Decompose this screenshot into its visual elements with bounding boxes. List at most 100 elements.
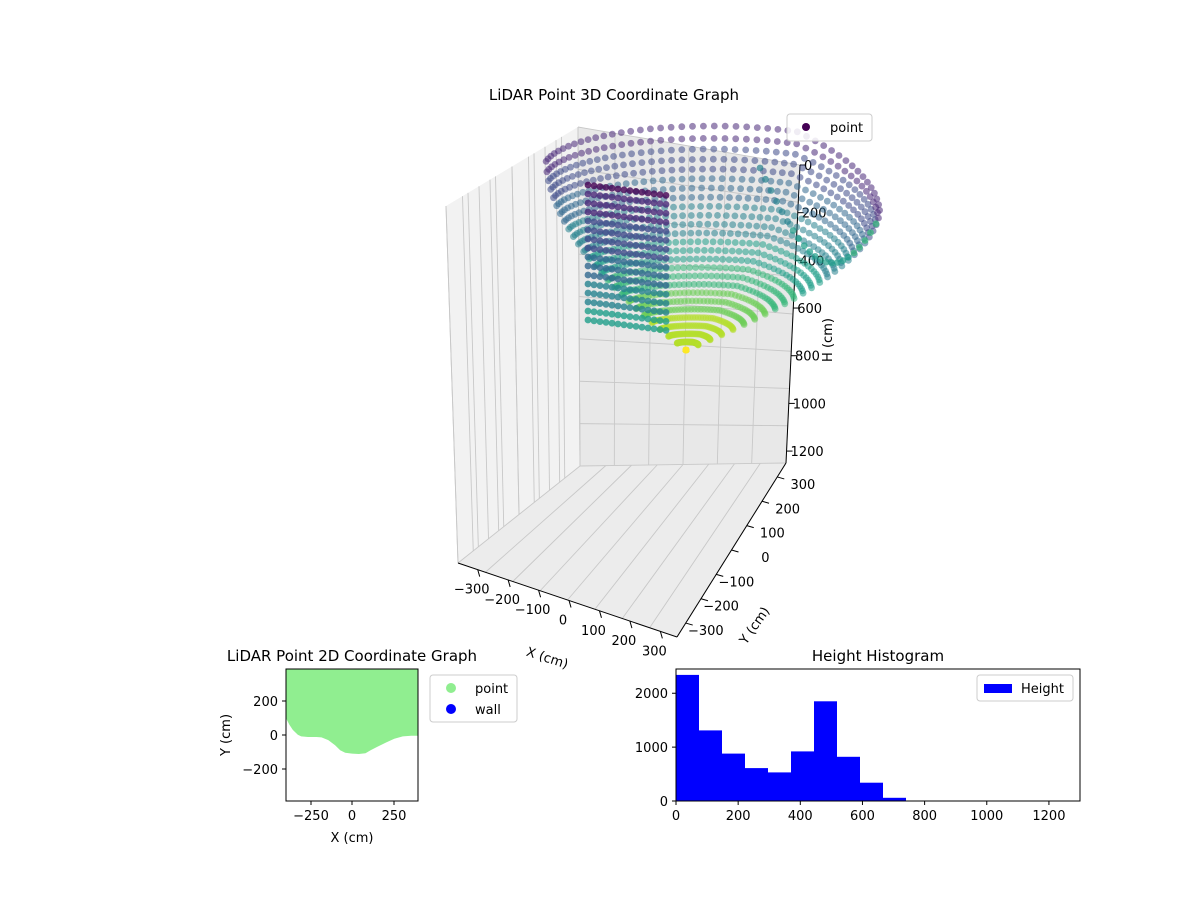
point-marker-3d — [793, 183, 801, 190]
point-marker-3d — [596, 237, 604, 245]
point-marker-3d — [566, 183, 573, 191]
point-marker-3d — [596, 264, 604, 271]
point-marker-3d — [644, 198, 652, 206]
point-marker-3d — [700, 122, 707, 130]
y-tick-mark-3d — [700, 598, 709, 602]
point-marker-3d — [590, 308, 598, 316]
point-marker-3d — [656, 200, 664, 208]
point-marker-3d — [620, 312, 628, 320]
point-marker-3d — [667, 123, 675, 131]
point-marker-3d — [775, 226, 783, 234]
x-tick-label: 400 — [788, 809, 813, 824]
point-marker-3d — [587, 167, 595, 175]
point-marker-3d — [740, 321, 748, 328]
point-marker-3d — [802, 144, 810, 152]
point-marker-3d — [704, 264, 712, 271]
point-marker-3d — [693, 247, 701, 254]
point-marker-3d — [638, 314, 646, 322]
point-marker-3d — [596, 318, 604, 325]
point-marker-3d — [668, 176, 676, 184]
point-marker-3d — [679, 203, 686, 211]
point-marker-3d — [602, 310, 610, 317]
point-marker-3d — [816, 279, 824, 286]
point-marker-3d — [629, 160, 636, 168]
point-marker-3d — [773, 198, 780, 205]
point-marker-3d — [622, 180, 630, 188]
point-marker-3d — [759, 205, 767, 212]
point-marker-3d — [617, 129, 625, 137]
point-marker-3d — [745, 222, 753, 229]
point-marker-3d — [749, 257, 757, 265]
point-marker-3d — [782, 149, 790, 157]
x-tick-mark-3d — [659, 631, 663, 639]
point-marker-3d — [767, 177, 775, 185]
y-ticks-2d: 200 0 −200 — [242, 695, 286, 778]
point-marker-3d — [614, 320, 622, 328]
point-marker-3d — [662, 309, 670, 316]
point-marker-3d — [627, 127, 635, 135]
point-marker-3d — [626, 205, 634, 213]
point-marker-3d — [596, 255, 604, 262]
y-tick-mark-3d — [777, 476, 785, 480]
point-marker-3d — [644, 243, 652, 251]
point-marker-3d — [675, 281, 683, 289]
point-marker-3d — [763, 137, 771, 145]
point-marker-3d — [850, 249, 858, 257]
point-marker-3d — [602, 256, 610, 263]
point-marker-3d — [688, 184, 696, 192]
point-marker-3d — [701, 247, 708, 254]
point-marker-3d — [656, 227, 664, 235]
point-marker-3d — [762, 175, 769, 183]
point-marker-3d — [602, 229, 610, 236]
point-marker-3d — [707, 193, 714, 201]
point-marker-3d — [780, 159, 788, 167]
point-marker-3d — [765, 243, 773, 251]
chart-2d: LiDAR Point 2D Coordinate Graph −250 0 2… — [219, 647, 518, 846]
point-marker-3d — [717, 238, 724, 246]
point-marker-3d — [875, 214, 882, 222]
point-marker-3d — [709, 155, 717, 163]
point-marker-3d — [752, 147, 760, 154]
point-marker-3d — [709, 165, 717, 173]
point-marker-3d — [804, 218, 812, 226]
point-marker-3d — [596, 183, 604, 191]
point-marker-3d — [731, 146, 739, 153]
point-marker-3d — [620, 186, 628, 194]
point-marker-3d — [680, 281, 688, 288]
point-marker-3d — [571, 151, 579, 159]
point-marker-3d — [590, 200, 598, 208]
point-marker-3d — [596, 291, 604, 298]
point-marker-3d — [614, 248, 622, 256]
point-marker-3d — [859, 173, 867, 181]
point-marker-3d — [688, 165, 696, 173]
point-marker-3d — [744, 266, 752, 273]
point-marker-3d — [826, 209, 833, 217]
point-marker-3d — [656, 236, 664, 244]
point-marker-3d — [727, 184, 735, 192]
point-marker-3d — [733, 203, 741, 211]
point-marker-3d — [724, 273, 732, 281]
point-marker-3d — [845, 254, 852, 261]
x-tick-label-3d: −100 — [515, 603, 551, 618]
point-marker-3d — [656, 263, 664, 270]
point-marker-3d — [614, 212, 622, 220]
point-marker-3d — [590, 227, 598, 235]
histogram-bar — [883, 797, 906, 801]
point-marker-3d — [687, 212, 695, 219]
histogram-bar — [699, 730, 722, 801]
point-marker-3d — [827, 189, 835, 197]
point-marker-3d — [644, 261, 652, 269]
point-marker-3d — [843, 189, 850, 197]
point-marker-3d — [610, 153, 617, 160]
point-marker-3d — [867, 229, 874, 237]
point-marker-3d — [626, 196, 634, 204]
point-marker-3d — [815, 172, 823, 180]
point-marker-3d — [602, 202, 610, 209]
grid-line — [682, 145, 690, 465]
point-marker-3d — [592, 134, 600, 142]
point-marker-3d — [714, 212, 721, 219]
point-marker-3d — [790, 295, 798, 302]
point-marker-3d — [834, 162, 842, 170]
point-marker-3d — [640, 178, 648, 186]
point-marker-3d — [662, 237, 670, 244]
